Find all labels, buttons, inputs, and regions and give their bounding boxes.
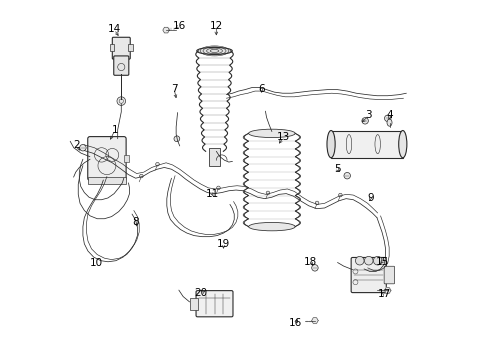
Circle shape [140,174,143,178]
Circle shape [339,193,342,197]
Bar [124,155,129,162]
Text: 20: 20 [195,288,208,298]
Ellipse shape [248,129,295,138]
Polygon shape [312,318,318,323]
Text: 6: 6 [258,84,265,94]
Circle shape [117,97,125,105]
Circle shape [266,191,270,195]
Bar [128,44,133,51]
FancyBboxPatch shape [351,257,386,293]
Text: 15: 15 [375,257,389,267]
Text: 16: 16 [173,21,186,31]
Text: 2: 2 [73,140,80,150]
Text: 7: 7 [171,84,177,94]
Text: 16: 16 [289,319,302,328]
Text: 17: 17 [377,289,391,299]
FancyBboxPatch shape [196,291,233,317]
Bar [209,148,221,166]
Text: 10: 10 [90,258,103,268]
Circle shape [315,201,319,205]
Text: 18: 18 [304,257,317,267]
Text: 1: 1 [112,125,119,135]
Circle shape [174,136,180,141]
FancyBboxPatch shape [88,136,126,180]
Text: 14: 14 [107,24,121,35]
Circle shape [217,186,221,190]
FancyBboxPatch shape [384,266,394,284]
Circle shape [80,144,86,151]
Ellipse shape [387,119,392,126]
FancyBboxPatch shape [112,37,130,59]
Circle shape [312,265,318,271]
Bar [88,177,126,184]
Polygon shape [163,27,170,33]
Ellipse shape [399,131,407,158]
Circle shape [373,256,382,265]
Polygon shape [385,288,391,293]
Bar [110,44,114,51]
Bar [331,131,403,158]
Text: 12: 12 [210,21,223,31]
Circle shape [365,256,373,265]
Bar [190,298,198,310]
Text: 4: 4 [387,111,393,121]
Text: 11: 11 [205,189,219,199]
Text: 13: 13 [277,132,291,142]
Text: 8: 8 [132,217,139,227]
Ellipse shape [248,222,295,231]
Circle shape [385,115,391,122]
Ellipse shape [327,131,335,158]
Text: 9: 9 [367,193,374,203]
Text: 5: 5 [334,164,341,174]
Circle shape [362,118,368,124]
Circle shape [344,172,350,179]
Circle shape [355,256,364,265]
Circle shape [156,162,159,166]
FancyBboxPatch shape [114,56,129,75]
Text: 19: 19 [217,239,230,249]
Ellipse shape [197,48,232,54]
Text: 3: 3 [366,111,372,121]
